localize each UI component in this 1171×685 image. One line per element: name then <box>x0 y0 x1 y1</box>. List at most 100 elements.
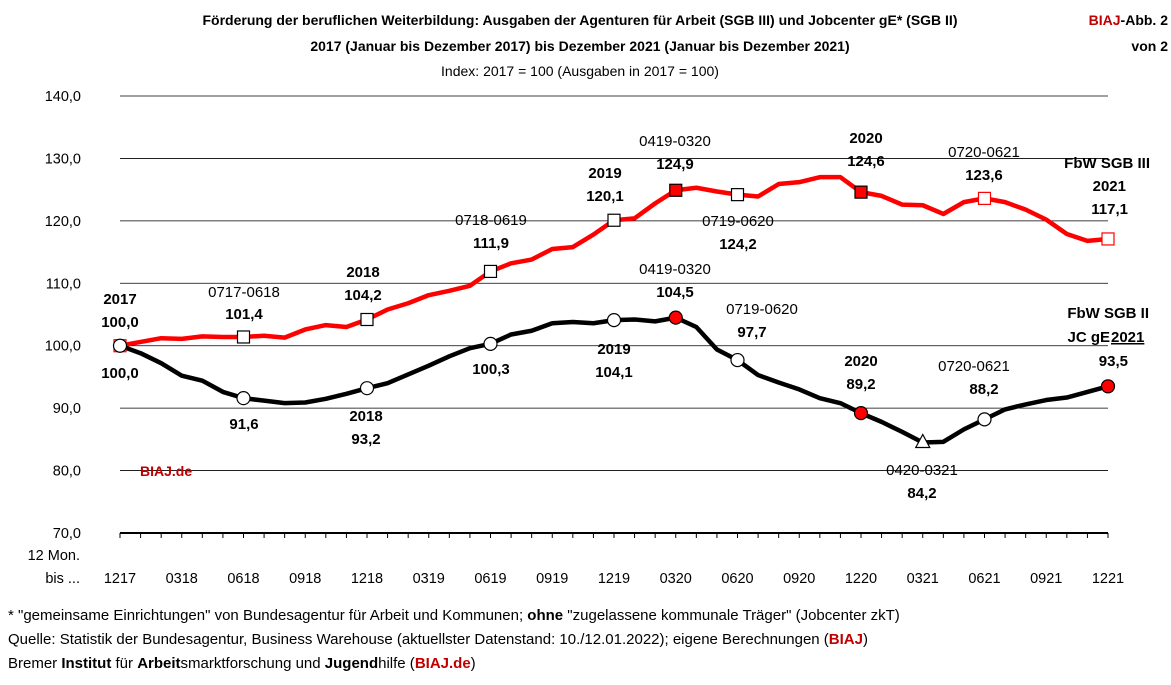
x-tick-label: 0321 <box>907 571 939 587</box>
source-text-end: ) <box>862 631 868 648</box>
label-0419-0320-black-value: 104,5 <box>656 284 694 301</box>
label-0420-0321-value: 84,2 <box>907 485 936 502</box>
marker-circle <box>236 391 251 406</box>
footnote-text-end: "zugelassene kommunale Träger" (Jobcente… <box>563 607 900 624</box>
x-tick-label: 0918 <box>289 571 321 587</box>
label-2020-black-value: 89,2 <box>846 376 875 393</box>
label-2019-black-period: 2019 <box>597 341 630 358</box>
x-tick-label: 0318 <box>166 571 198 587</box>
institute-part-bold: Institut <box>61 655 112 672</box>
footnote-text: * "gemeinsame Einrichtungen" von Bundesa… <box>8 607 528 624</box>
chart: Förderung der beruflichen Weiterbildung:… <box>28 12 1169 587</box>
chart-subtitle: Index: 2017 = 100 (Ausgaben in 2017 = 10… <box>441 63 719 79</box>
marker-square <box>1101 232 1115 246</box>
label-black-0619-value: 100,3 <box>472 361 510 378</box>
marker-square <box>977 191 992 205</box>
institute-part: smarktforschung und <box>180 655 325 672</box>
label-0719-0620-red-value: 124,2 <box>719 236 757 253</box>
chart-title-line1: Förderung der beruflichen Weiterbildung:… <box>202 12 957 28</box>
x-tick-label: 1217 <box>104 571 136 587</box>
label-2018-red-value: 104,2 <box>344 287 382 304</box>
institute-line: Bremer Institut für Arbeitsmarktforschun… <box>8 652 900 676</box>
label-jc-ge-prefix: JC gE <box>1067 329 1110 346</box>
label-2018-black-value: 93,2 <box>351 431 380 448</box>
label-fbw-sgb2-name: FbW SGB II <box>1067 305 1149 322</box>
label-0720-0621-red-period: 0720-0621 <box>948 144 1020 161</box>
label-0720-0621-black-value: 88,2 <box>969 381 998 398</box>
label-0718-0619-period: 0718-0619 <box>455 212 527 229</box>
x-tick-label: 0618 <box>227 571 259 587</box>
label-2020-red-value: 124,6 <box>847 153 885 170</box>
marker-circle <box>606 313 622 328</box>
label-0419-0320-black-period: 0419-0320 <box>639 261 711 278</box>
x-tick-label: 0920 <box>783 571 815 587</box>
watermark: BIAJ.de <box>140 463 192 479</box>
x-tick-label: 0620 <box>721 571 753 587</box>
x-tick-label: 1218 <box>351 571 383 587</box>
marker-circle <box>359 381 375 396</box>
marker-square <box>236 330 251 344</box>
figure-badge: BIAJ-Abb. 2 <box>1089 12 1169 28</box>
x-axis-caption-line1: 12 Mon. <box>28 548 80 564</box>
label-0720-0621-black-period: 0720-0621 <box>938 358 1010 375</box>
label-2019-red-value: 120,1 <box>586 188 624 205</box>
annotations: 2017 100,0 0717-0618 101,4 2018 104,2 07… <box>101 130 1150 502</box>
institute-link: BIAJ.de <box>414 655 471 672</box>
footer-notes: * "gemeinsame Einrichtungen" von Bundesa… <box>8 604 900 676</box>
y-tick-label: 130,0 <box>45 151 81 167</box>
figure-badge-line2: von 2 <box>1131 38 1168 54</box>
data-markers <box>112 183 1116 449</box>
source-biaj: BIAJ <box>828 631 863 648</box>
x-tick-label: 1219 <box>598 571 630 587</box>
figure-badge-number: -Abb. 2 <box>1121 12 1169 28</box>
x-tick-label: 0619 <box>474 571 506 587</box>
label-fbw-sgb2-value: 93,5 <box>1099 353 1128 370</box>
marker-square <box>854 185 868 199</box>
label-2019-black-value: 104,1 <box>595 364 633 381</box>
label-2020-red-period: 2020 <box>849 130 882 147</box>
y-tick-label: 100,0 <box>45 339 81 355</box>
label-0419-0320-red-value: 124,9 <box>656 156 694 173</box>
figure-badge-biaj: BIAJ <box>1089 12 1121 28</box>
marker-triangle <box>914 433 931 449</box>
institute-part-bold: Arbeit <box>137 655 181 672</box>
marker-circle <box>483 336 498 351</box>
y-tick-label: 140,0 <box>45 89 81 105</box>
label-2017-black-value: 100,0 <box>101 365 139 382</box>
label-fbw-sgb3-name: FbW SGB III <box>1064 155 1150 172</box>
label-0720-0621-red-value: 123,6 <box>965 167 1003 184</box>
label-fbw-sgb2-year: 2021 <box>1111 329 1144 346</box>
marker-square <box>669 183 683 197</box>
label-2018-black-period: 2018 <box>349 408 382 425</box>
label-0717-0618-period: 0717-0618 <box>208 284 280 301</box>
label-fbw-sgb3-year: 2021 <box>1093 178 1126 195</box>
y-tick-label: 90,0 <box>53 401 81 417</box>
footnote-line: * "gemeinsame Einrichtungen" von Bundesa… <box>8 604 900 628</box>
institute-part: ) <box>470 655 476 672</box>
x-tick-label: 0921 <box>1030 571 1062 587</box>
label-0719-0620-black-value: 97,7 <box>737 324 766 341</box>
marker-circle <box>668 310 683 325</box>
label-0719-0620-red-period: 0719-0620 <box>702 213 774 230</box>
label-fbw-sgb3-value: 117,1 <box>1091 201 1128 218</box>
label-0719-0620-black-period: 0719-0620 <box>726 301 798 318</box>
marker-circle <box>853 406 869 421</box>
x-tick-label: 0919 <box>536 571 568 587</box>
x-tick-label: 1220 <box>845 571 877 587</box>
marker-circle <box>977 412 992 427</box>
institute-part: hilfe ( <box>378 655 415 672</box>
x-tick-label: 0621 <box>968 571 1000 587</box>
y-tick-label: 110,0 <box>46 276 81 292</box>
source-text: Quelle: Statistik der Bundesagentur, Bus… <box>8 631 829 648</box>
label-0717-0618-value: 101,4 <box>225 306 263 323</box>
label-black-0618-value: 91,6 <box>229 416 258 433</box>
marker-square <box>607 213 621 227</box>
label-0420-0321-period: 0420-0321 <box>886 462 958 479</box>
label-2017-red-value: 100,0 <box>101 314 139 331</box>
institute-part: Bremer <box>8 655 62 672</box>
x-tick-label: 1221 <box>1092 571 1124 587</box>
y-tick-label: 70,0 <box>53 526 81 542</box>
institute-part-bold: Jugend <box>324 655 379 672</box>
footnote-emphasis: ohne <box>527 607 564 624</box>
marker-circle <box>730 352 745 368</box>
